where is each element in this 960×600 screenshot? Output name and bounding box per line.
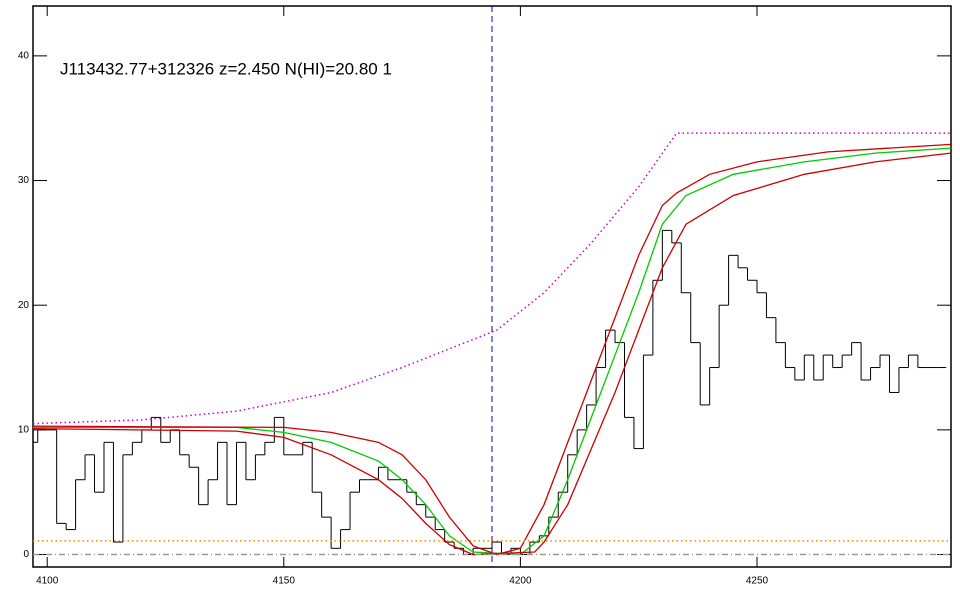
y-tick-label: 0 (23, 549, 29, 560)
x-tick-label: 4150 (273, 576, 296, 587)
y-tick-label: 10 (18, 425, 30, 436)
model-line (33, 147, 952, 556)
y-tick-label: 20 (18, 300, 30, 311)
model-line (32, 152, 952, 556)
y-tick-label: 30 (18, 175, 30, 186)
x-tick-label: 4250 (746, 576, 769, 587)
model-line (32, 143, 952, 556)
x-tick-label: 4100 (36, 576, 59, 587)
y-tick-label: 40 (18, 51, 30, 62)
x-tick-label: 4200 (509, 576, 532, 587)
chart-title: J113432.77+312326 z=2.450 N(HI)=20.80 1 (60, 59, 392, 78)
